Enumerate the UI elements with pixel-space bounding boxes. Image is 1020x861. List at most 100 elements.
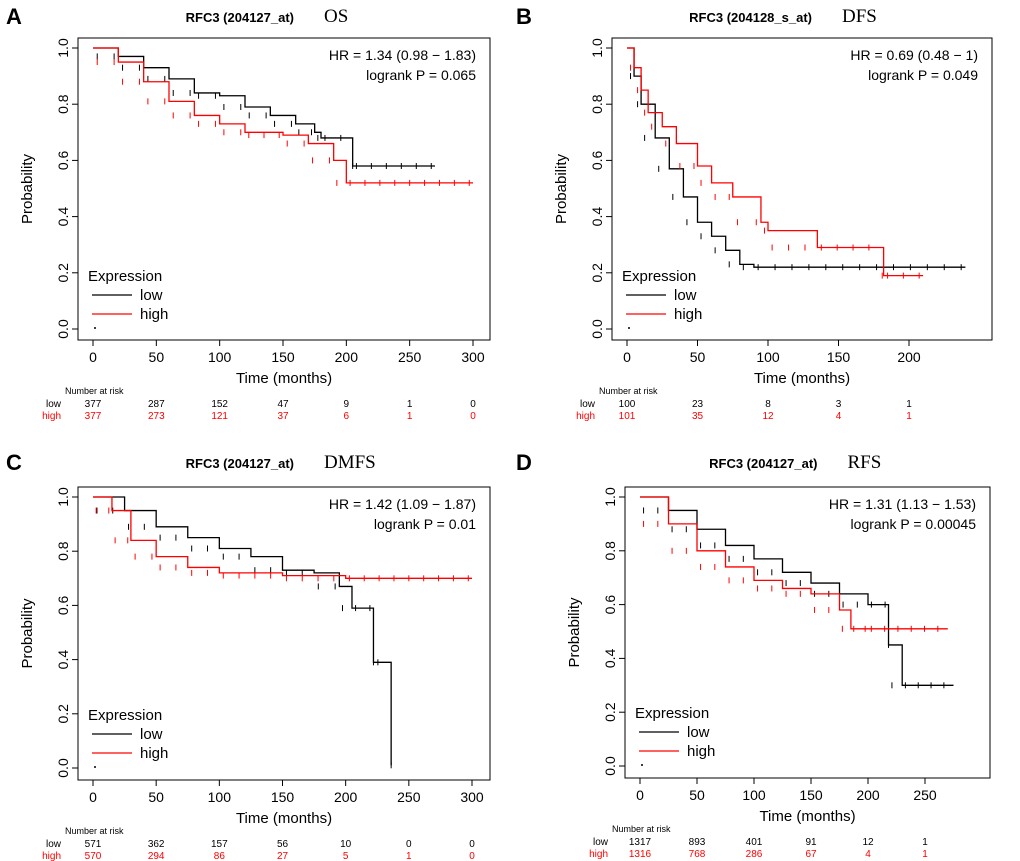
x-tick-label: 200 <box>856 787 880 803</box>
survival-curve-high <box>93 496 472 579</box>
risk-count-high: 37 <box>277 411 289 422</box>
risk-count-high: 35 <box>692 411 704 422</box>
risk-count-high: 286 <box>746 849 763 860</box>
chart-title-endpoint: RFS <box>848 452 882 473</box>
risk-row-label-high: high <box>589 849 608 860</box>
x-tick-label: 50 <box>149 349 165 365</box>
chart-title-gene: RFC3 (204127_at) <box>709 456 817 471</box>
risk-count-high: 5 <box>343 851 349 861</box>
risk-count-low: 377 <box>85 399 102 410</box>
risk-count-high: 86 <box>214 851 226 861</box>
risk-count-high: 101 <box>619 411 636 422</box>
panel-b: B RFC3 (204128_s_at) DFS 0 50 100 150 200 0.0 0.2… <box>516 4 993 422</box>
legend-label-low: low <box>687 724 710 741</box>
risk-count-low: 1 <box>407 399 413 410</box>
y-axis-label: Probability <box>566 597 583 668</box>
risk-table-title: Number at risk <box>599 386 658 396</box>
y-tick-label: 0.6 <box>55 595 71 615</box>
x-tick-label: 200 <box>334 789 358 805</box>
x-tick-label: 0 <box>89 349 97 365</box>
x-tick-label: 0 <box>89 789 97 805</box>
risk-table-title: Number at risk <box>612 824 671 834</box>
risk-count-high: 27 <box>277 851 289 861</box>
y-tick-label: 0.8 <box>55 541 71 561</box>
hazard-ratio: HR = 1.31 (1.13 − 1.53) <box>829 496 976 512</box>
legend-label-low: low <box>140 726 163 743</box>
legend-title: Expression <box>88 268 162 285</box>
y-tick-label: 0.0 <box>589 319 605 339</box>
risk-table-title: Number at risk <box>65 386 124 396</box>
x-tick-label: 100 <box>742 787 766 803</box>
y-tick-label: 0.2 <box>589 263 605 283</box>
risk-count-low: 0 <box>469 839 475 850</box>
risk-row-label-low: low <box>46 839 62 850</box>
y-tick-label: 0.0 <box>55 319 71 339</box>
risk-count-high: 1316 <box>629 849 652 860</box>
y-tick-label: 0.4 <box>55 650 71 670</box>
legend-label-high: high <box>140 745 168 762</box>
survival-curve-high <box>93 47 473 184</box>
x-axis-label: Time (months) <box>236 810 332 827</box>
y-tick-label: 0.4 <box>589 207 605 227</box>
y-tick-label: 0.8 <box>602 541 618 561</box>
risk-count-low: 0 <box>406 839 412 850</box>
risk-count-high: 294 <box>148 851 165 861</box>
y-tick-label: 0.8 <box>589 94 605 114</box>
y-tick-label: 0.2 <box>55 263 71 283</box>
risk-count-low: 1317 <box>629 837 652 848</box>
y-tick-label: 1.0 <box>55 38 71 58</box>
risk-count-high: 377 <box>85 411 102 422</box>
risk-row-label-high: high <box>42 851 61 861</box>
risk-count-low: 9 <box>344 399 350 410</box>
panel-d: D RFC3 (204127_at) RFS 0 50 100 150 200 250 0.0 0.… <box>516 450 991 860</box>
x-tick-label: 100 <box>208 789 232 805</box>
y-tick-label: 0.8 <box>55 94 71 114</box>
legend-label-low: low <box>674 287 697 304</box>
survival-curve-low <box>93 496 392 766</box>
x-tick-label: 250 <box>398 349 422 365</box>
legend-label-high: high <box>140 306 168 323</box>
panel-letter: D <box>516 450 532 475</box>
plot-frame <box>611 37 993 341</box>
legend-title: Expression <box>622 268 696 285</box>
y-tick-label: 0.6 <box>55 150 71 170</box>
x-tick-label: 250 <box>913 787 937 803</box>
survival-curve-high <box>627 47 924 277</box>
risk-count-high: 121 <box>211 411 228 422</box>
legend-dot <box>94 327 96 329</box>
panel-a: A RFC3 (204127_at) OS0 50 100 150 200 250 3000.0… <box>6 4 491 422</box>
risk-count-high: 1 <box>922 849 928 860</box>
legend-dot <box>628 327 630 329</box>
legend-dot <box>641 764 643 766</box>
risk-count-low: 401 <box>746 837 763 848</box>
risk-count-low: 1 <box>922 837 928 848</box>
chart-title-gene: RFC3 (204128_s_at) <box>689 10 812 25</box>
y-tick-label: 0.6 <box>602 595 618 615</box>
risk-count-high: 1 <box>406 851 412 861</box>
risk-count-low: 157 <box>211 839 228 850</box>
risk-count-high: 1 <box>407 411 413 422</box>
chart-title-endpoint: OS <box>324 6 348 27</box>
y-tick-label: 0.2 <box>55 704 71 724</box>
risk-count-low: 152 <box>211 399 228 410</box>
y-tick-label: 1.0 <box>55 487 71 507</box>
y-tick-label: 0.4 <box>602 648 618 668</box>
y-tick-label: 0.0 <box>602 756 618 776</box>
hazard-ratio: HR = 1.34 (0.98 − 1.83) <box>329 47 476 63</box>
risk-count-high: 768 <box>689 849 706 860</box>
y-tick-label: 1.0 <box>589 38 605 58</box>
legend-label-high: high <box>687 743 715 760</box>
risk-count-low: 893 <box>689 837 706 848</box>
x-tick-label: 150 <box>271 349 295 365</box>
risk-count-low: 362 <box>148 839 165 850</box>
legend-title: Expression <box>88 707 162 724</box>
legend-label-low: low <box>140 287 163 304</box>
risk-count-high: 4 <box>836 411 842 422</box>
legend-dot <box>94 766 96 768</box>
x-tick-label: 200 <box>335 349 359 365</box>
survival-curve-high <box>640 496 948 630</box>
x-tick-label: 100 <box>208 349 232 365</box>
risk-count-low: 287 <box>148 399 165 410</box>
risk-table-title: Number at risk <box>65 826 124 836</box>
